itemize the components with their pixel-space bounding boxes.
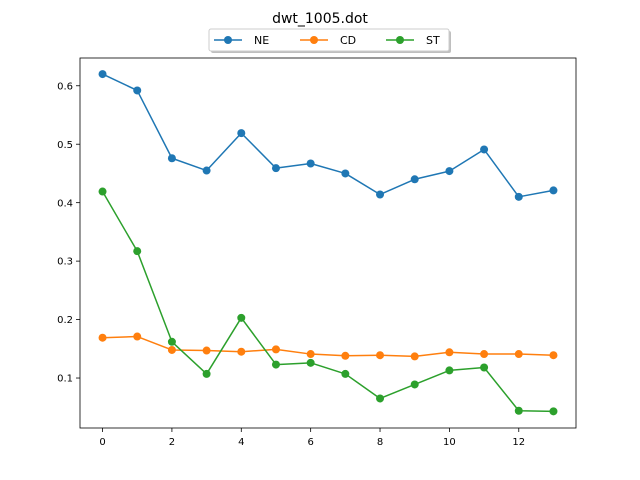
data-point-st [237,313,246,322]
data-point-st [133,247,142,256]
data-point-ne [445,167,454,176]
legend-box [208,28,450,52]
data-point-cd [271,345,280,354]
legend-label-cd: CD [340,34,356,47]
data-point-cd [514,350,523,359]
data-point-st [480,363,489,372]
data-point-cd [445,348,454,357]
x-tick-label: 0 [99,437,105,448]
x-tick-label: 2 [169,437,175,448]
series-line-st [101,191,554,413]
data-point-st [376,394,385,403]
data-point-st [514,406,523,415]
x-tick-label: 6 [307,437,313,448]
data-point-ne [202,166,211,175]
y-tick-label: 0.6 [57,81,73,92]
plot-area: 0 2 4 6 8 10 12 0.1 0.2 0.3 0.4 0.5 0.6 [57,57,577,448]
data-point-st [410,380,419,389]
data-point-ne [514,192,523,201]
legend-marker-cd [310,36,318,44]
data-point-st [98,187,107,196]
data-point-ne [133,86,142,95]
data-point-st [306,358,315,367]
data-point-st [549,407,558,416]
data-point-ne [306,159,315,168]
data-point-cd [167,345,176,354]
legend-label-st: ST [426,34,440,47]
legend: NE CD ST [208,28,451,53]
x-tick-label: 12 [512,437,525,448]
data-point-cd [306,350,315,359]
axes-frame [79,57,577,429]
x-tick-label: 8 [377,437,383,448]
data-point-ne [167,154,176,163]
x-tick-label: 10 [443,437,456,448]
data-point-ne [410,175,419,184]
data-point-cd [98,333,107,342]
y-tick-label: 0.1 [57,374,73,385]
y-tick-label: 0.2 [57,315,73,326]
series-line-ne [102,73,554,198]
data-point-ne [549,186,558,195]
legend-label-ne: NE [254,34,269,47]
data-point-cd [133,332,142,341]
data-point-cd [410,352,419,361]
chart-title: dwt_1005.dot [272,11,368,27]
data-point-cd [202,346,211,355]
data-point-ne [480,145,489,154]
y-tick-label: 0.4 [57,198,73,209]
legend-marker-st [396,36,404,44]
data-point-cd [480,350,489,359]
series-line-cd [102,335,554,358]
legend-marker-ne [224,36,232,44]
data-point-st [271,360,280,369]
data-point-ne [98,70,107,79]
data-point-st [341,369,350,378]
y-tick-label: 0.5 [57,140,73,151]
data-point-ne [237,129,246,138]
data-point-ne [341,169,350,178]
data-point-st [445,366,454,375]
data-point-cd [376,351,385,360]
data-point-st [167,337,176,346]
x-tick-label: 4 [238,437,244,448]
data-point-cd [549,351,558,360]
data-point-ne [271,164,280,173]
data-point-cd [237,347,246,356]
data-point-cd [341,351,350,360]
data-point-st [202,369,211,378]
data-point-ne [376,190,385,199]
y-tick-label: 0.3 [57,257,73,268]
